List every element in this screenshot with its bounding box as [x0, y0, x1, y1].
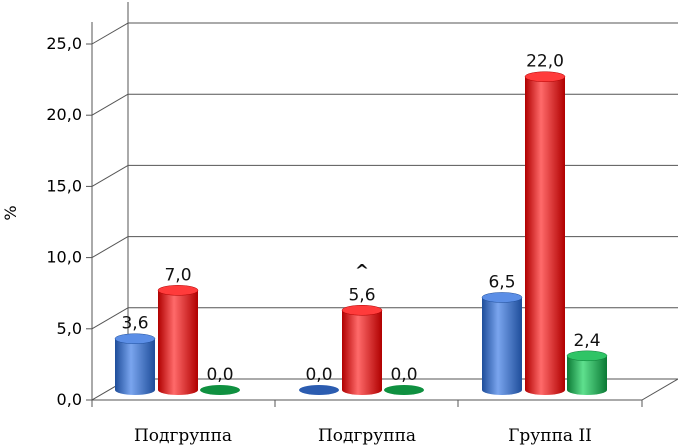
y-tick-label: 0,0: [57, 390, 82, 409]
y-tick-label: 15,0: [46, 176, 82, 195]
bar-zero: [200, 385, 240, 395]
category-label: Группа II: [508, 426, 592, 445]
bar-body: [567, 355, 607, 395]
bar-body: [115, 338, 155, 395]
gridline-diagonal: [91, 307, 129, 330]
gridline-diagonal: [91, 236, 129, 259]
data-label: 5,6: [348, 285, 375, 305]
bar-body: [482, 297, 522, 395]
gridline-diagonal: [91, 164, 129, 187]
data-label: 7,0: [164, 265, 191, 285]
data-label: 6,5: [488, 272, 515, 292]
y-tick-label: 10,0: [46, 248, 82, 267]
bar-top: [114, 333, 156, 344]
data-label: 0,0: [206, 365, 233, 385]
bars-layer: [114, 71, 608, 395]
data-label: 0,0: [390, 365, 417, 385]
bar-body: [158, 290, 198, 395]
y-tick-label: 20,0: [46, 105, 82, 124]
category-label: Подгруппа: [318, 426, 416, 445]
bar-zero: [299, 385, 339, 395]
y-tick-label: 5,0: [57, 319, 82, 338]
category-label: Подгруппа: [134, 426, 232, 445]
bar-top: [566, 350, 608, 362]
gridline-diagonal: [91, 93, 129, 116]
gridline-diagonal: [91, 22, 129, 45]
annotation-caret: ^: [355, 261, 369, 281]
labels-layer: 0,0 5,0 10,0 15,0 20,0 25,0 3,6 0,0 6,5 7,0 5,6 22,…: [46, 34, 600, 445]
data-label: 2,4: [573, 331, 600, 351]
bar-top: [157, 285, 199, 296]
bar-top: [524, 71, 566, 82]
bar-body: [525, 76, 565, 395]
bar-top: [481, 292, 523, 303]
y-tick-label: 25,0: [46, 34, 82, 53]
data-label: 0,0: [305, 365, 332, 385]
bar-zero: [384, 385, 424, 395]
bar-top: [341, 305, 383, 316]
data-label: 3,6: [121, 314, 148, 334]
y-axis-label: %: [1, 205, 20, 220]
data-label: 22,0: [526, 52, 564, 72]
bar-body: [342, 310, 382, 395]
